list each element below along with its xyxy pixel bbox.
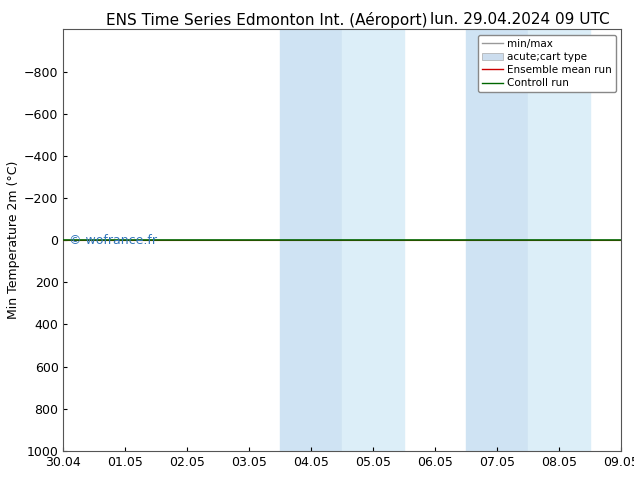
Legend: min/max, acute;cart type, Ensemble mean run, Controll run: min/max, acute;cart type, Ensemble mean … <box>478 35 616 92</box>
Text: ENS Time Series Edmonton Int. (Aéroport): ENS Time Series Edmonton Int. (Aéroport) <box>105 12 427 28</box>
Bar <box>528 29 590 451</box>
Bar <box>280 29 342 451</box>
Bar <box>342 29 404 451</box>
Y-axis label: Min Temperature 2m (°C): Min Temperature 2m (°C) <box>7 161 20 319</box>
Bar <box>467 29 528 451</box>
Text: © wofrance.fr: © wofrance.fr <box>69 234 157 247</box>
Text: lun. 29.04.2024 09 UTC: lun. 29.04.2024 09 UTC <box>430 12 610 27</box>
